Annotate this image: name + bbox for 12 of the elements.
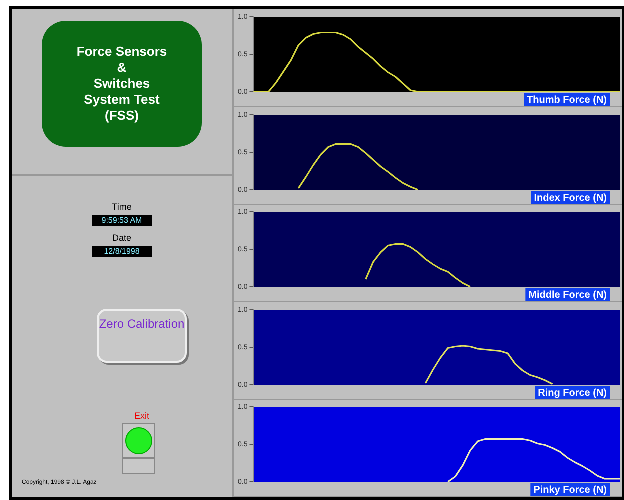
text: Zero Calibration bbox=[98, 317, 186, 332]
text: Thumb Force (N) bbox=[527, 94, 608, 106]
text: Time bbox=[111, 202, 133, 212]
text: Middle Force (N) bbox=[528, 290, 608, 301]
text: 12/8/1998 bbox=[92, 246, 152, 257]
text: Pinky Force (N) bbox=[534, 485, 608, 496]
text: 9:59:53 AM bbox=[92, 215, 152, 226]
text: Ring Force (N) bbox=[538, 388, 608, 399]
text: Index Force (N) bbox=[534, 192, 608, 204]
text: Exit bbox=[133, 411, 150, 421]
text: Date bbox=[111, 233, 132, 243]
text: Force Sensors & Switches System Test (FSS) bbox=[42, 21, 202, 147]
